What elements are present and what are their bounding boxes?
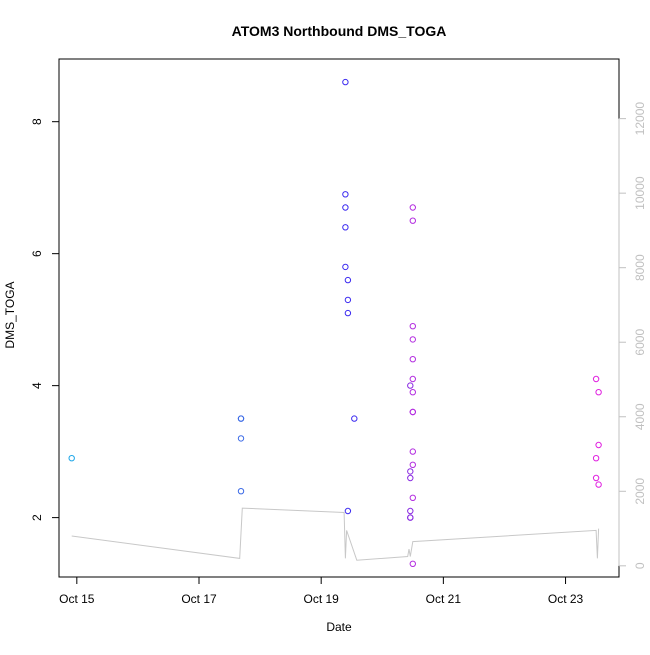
y-tick-label: 2 xyxy=(30,514,44,521)
data-point xyxy=(409,356,416,363)
y2-tick-label: 6000 xyxy=(633,329,647,356)
data-point xyxy=(592,375,600,383)
x-axis: Oct 15 Oct 17 Oct 19 Oct 21 Oct 23 xyxy=(59,576,584,606)
data-point xyxy=(409,408,416,416)
secondary-series-line xyxy=(71,507,600,561)
y-tick-label: 6 xyxy=(30,250,44,257)
y-tick-label: 4 xyxy=(30,382,44,389)
data-point xyxy=(409,336,416,343)
data-point xyxy=(344,309,352,317)
y2-tick-label: 2000 xyxy=(633,478,647,505)
y-axis-label: DMS_TOGA xyxy=(3,281,17,348)
data-point xyxy=(592,474,600,482)
data-point xyxy=(409,448,416,455)
data-point xyxy=(407,474,414,482)
data-point xyxy=(342,78,349,86)
data-point xyxy=(342,191,349,198)
data-point xyxy=(237,435,245,442)
data-point xyxy=(344,296,352,304)
data-point xyxy=(351,415,358,422)
x-tick-label: Oct 15 xyxy=(59,592,95,606)
x-tick-label: Oct 21 xyxy=(426,592,462,606)
data-point xyxy=(595,389,602,396)
data-point xyxy=(409,204,416,211)
data-point xyxy=(595,441,602,449)
y-axis: 2 4 6 8 xyxy=(30,118,60,521)
y-tick-label: 8 xyxy=(30,118,44,125)
data-point xyxy=(409,560,416,567)
y2-tick-label: 12000 xyxy=(633,102,647,136)
data-point xyxy=(237,488,245,495)
data-point xyxy=(342,224,349,231)
data-point xyxy=(409,375,416,383)
data-point xyxy=(409,389,416,396)
y2-tick-label: 10000 xyxy=(633,176,647,210)
y2-tick-label: 8000 xyxy=(633,254,647,281)
data-point xyxy=(409,217,416,224)
data-point xyxy=(407,468,414,475)
data-point xyxy=(592,455,600,462)
chart-title: ATOM3 Northbound DMS_TOGA xyxy=(232,23,447,39)
x-axis-label: Date xyxy=(326,620,352,634)
plot-frame xyxy=(58,58,620,578)
data-point xyxy=(407,507,414,515)
secondary-line-layer xyxy=(71,507,600,561)
data-point xyxy=(409,494,416,501)
data-point xyxy=(407,382,414,389)
data-point xyxy=(407,514,414,521)
data-point xyxy=(342,263,349,271)
y2-tick-label: 4000 xyxy=(633,403,647,430)
data-point xyxy=(237,415,245,422)
data-point xyxy=(68,455,75,462)
points-layer xyxy=(68,78,602,567)
secondary-y-axis: 0 2000 4000 6000 8000 10000 12000 xyxy=(618,102,647,569)
data-point xyxy=(409,323,416,330)
x-tick-label: Oct 19 xyxy=(304,592,340,606)
data-point xyxy=(409,461,416,468)
data-point xyxy=(344,507,352,515)
x-tick-label: Oct 17 xyxy=(181,592,217,606)
data-point xyxy=(344,276,352,284)
data-point xyxy=(595,481,602,488)
data-point xyxy=(342,204,349,211)
x-tick-label: Oct 23 xyxy=(548,592,584,606)
y2-tick-label: 0 xyxy=(633,562,647,569)
